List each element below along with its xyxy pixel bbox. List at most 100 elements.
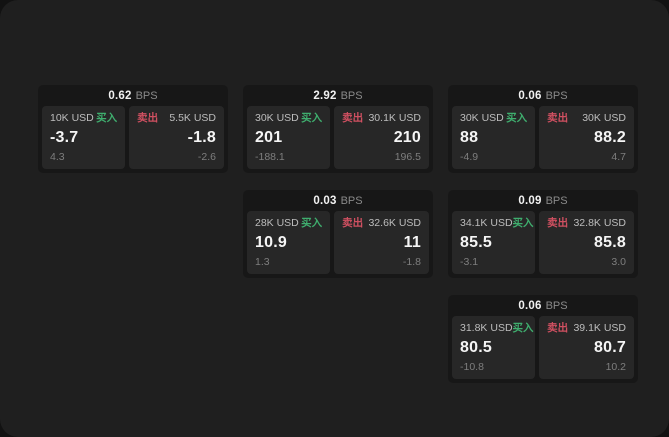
bps-unit-label: BPS — [135, 89, 158, 102]
buy-change: -4.9 — [460, 151, 479, 163]
quote-card: 0.62 BPS 10K USD 买入 -3.7 4.3 卖出 5.5K USD — [38, 85, 228, 173]
buy-amount: 30K USD — [460, 112, 504, 124]
bps-value: 0.06 — [518, 299, 542, 312]
quote-card: 2.92 BPS 30K USD 买入 201 -188.1 卖出 30.1K … — [243, 85, 433, 173]
buy-price: 201 — [255, 129, 283, 146]
sell-panel-header: 卖出 39.1K USD — [547, 323, 626, 334]
sell-quote-panel[interactable]: 卖出 5.5K USD -1.8 -2.6 — [129, 106, 224, 169]
buy-panel-header: 31.8K USD 买入 — [460, 322, 534, 334]
buy-quote-panel[interactable]: 28K USD 买入 10.9 1.3 — [247, 211, 331, 274]
buy-price: 85.5 — [460, 234, 492, 251]
buy-side-label: 买入 — [506, 112, 528, 124]
quote-panels: 34.1K USD 买入 85.5 -3.1 卖出 32.8K USD 85.8… — [452, 211, 634, 274]
quote-card-grid: 0.62 BPS 10K USD 买入 -3.7 4.3 卖出 5.5K USD — [38, 85, 638, 383]
buy-amount: 31.8K USD — [460, 322, 513, 334]
sell-amount: 32.6K USD — [368, 217, 421, 229]
sell-change: -2.6 — [197, 151, 216, 163]
buy-side-label: 买入 — [301, 217, 323, 229]
quote-panels: 30K USD 买入 88 -4.9 卖出 30K USD 88.2 4.7 — [452, 106, 634, 169]
buy-quote-panel[interactable]: 34.1K USD 买入 85.5 -3.1 — [452, 211, 536, 274]
sell-amount: 32.8K USD — [573, 217, 626, 229]
bps-value: 2.92 — [313, 89, 337, 102]
buy-amount: 28K USD — [255, 217, 299, 229]
buy-price: 10.9 — [255, 234, 287, 251]
buy-side-label: 买入 — [512, 322, 534, 334]
buy-price: 80.5 — [460, 339, 492, 356]
buy-change: 1.3 — [255, 256, 270, 268]
buy-change: -10.8 — [460, 361, 484, 373]
buy-price: -3.7 — [50, 129, 79, 146]
buy-side-label: 买入 — [512, 217, 534, 229]
sell-change: 10.2 — [605, 361, 626, 373]
buy-quote-panel[interactable]: 30K USD 买入 88 -4.9 — [452, 106, 536, 169]
buy-quote-panel[interactable]: 10K USD 买入 -3.7 4.3 — [42, 106, 126, 169]
buy-change: -188.1 — [255, 151, 285, 163]
buy-amount: 34.1K USD — [460, 217, 513, 229]
bps-unit-label: BPS — [340, 194, 363, 207]
card-header: 2.92 BPS — [247, 85, 429, 106]
buy-change: 4.3 — [50, 151, 65, 163]
sell-price: 85.8 — [594, 234, 626, 251]
card-header: 0.03 BPS — [247, 190, 429, 211]
quote-panels: 31.8K USD 买入 80.5 -10.8 卖出 39.1K USD 80.… — [452, 316, 634, 379]
buy-panel-header: 30K USD 买入 — [255, 113, 322, 124]
sell-panel-header: 卖出 32.6K USD — [342, 218, 421, 229]
sell-amount: 39.1K USD — [573, 322, 626, 334]
sell-side-label: 卖出 — [547, 217, 569, 229]
card-header: 0.62 BPS — [42, 85, 224, 106]
card-header: 0.09 BPS — [452, 190, 634, 211]
buy-panel-header: 28K USD 买入 — [255, 218, 322, 229]
buy-panel-header: 34.1K USD 买入 — [460, 217, 534, 229]
sell-quote-panel[interactable]: 卖出 30K USD 88.2 4.7 — [539, 106, 634, 169]
sell-panel-header: 卖出 30K USD — [547, 113, 626, 124]
quote-panels: 28K USD 买入 10.9 1.3 卖出 32.6K USD 11 -1.8 — [247, 211, 429, 274]
bps-unit-label: BPS — [545, 299, 568, 312]
sell-price: 88.2 — [594, 129, 626, 146]
sell-panel-header: 卖出 30.1K USD — [342, 113, 421, 124]
sell-change: 4.7 — [611, 151, 626, 163]
quote-panels: 30K USD 买入 201 -188.1 卖出 30.1K USD 210 1… — [247, 106, 429, 169]
sell-quote-panel[interactable]: 卖出 39.1K USD 80.7 10.2 — [539, 316, 634, 379]
sell-price: 80.7 — [594, 339, 626, 356]
bps-unit-label: BPS — [545, 194, 568, 207]
bps-value: 0.09 — [518, 194, 542, 207]
bps-value: 0.06 — [518, 89, 542, 102]
sell-price: -1.8 — [187, 129, 216, 146]
sell-side-label: 卖出 — [137, 112, 159, 124]
buy-price: 88 — [460, 129, 479, 146]
card-header: 0.06 BPS — [452, 85, 634, 106]
sell-change: -1.8 — [402, 256, 421, 268]
sell-side-label: 卖出 — [547, 322, 569, 334]
buy-change: -3.1 — [460, 256, 479, 268]
buy-panel-header: 30K USD 买入 — [460, 113, 527, 124]
bps-value: 0.62 — [108, 89, 132, 102]
quote-card: 0.06 BPS 31.8K USD 买入 80.5 -10.8 卖出 39.1… — [448, 295, 638, 383]
bps-unit-label: BPS — [340, 89, 363, 102]
sell-quote-panel[interactable]: 卖出 32.8K USD 85.8 3.0 — [539, 211, 634, 274]
sell-price: 210 — [393, 129, 421, 146]
sell-amount: 30K USD — [582, 112, 626, 124]
sell-panel-header: 卖出 5.5K USD — [137, 113, 216, 124]
sell-quote-panel[interactable]: 卖出 30.1K USD 210 196.5 — [334, 106, 429, 169]
quote-panels: 10K USD 买入 -3.7 4.3 卖出 5.5K USD -1.8 -2.… — [42, 106, 224, 169]
sell-side-label: 卖出 — [547, 112, 569, 124]
sell-side-label: 卖出 — [342, 112, 364, 124]
buy-quote-panel[interactable]: 31.8K USD 买入 80.5 -10.8 — [452, 316, 536, 379]
buy-side-label: 买入 — [96, 112, 118, 124]
sell-amount: 30.1K USD — [368, 112, 421, 124]
sell-change: 3.0 — [611, 256, 626, 268]
sell-price: 11 — [403, 234, 421, 251]
bps-value: 0.03 — [313, 194, 337, 207]
buy-quote-panel[interactable]: 30K USD 买入 201 -188.1 — [247, 106, 331, 169]
quote-card: 0.03 BPS 28K USD 买入 10.9 1.3 卖出 32.6K US… — [243, 190, 433, 278]
sell-panel-header: 卖出 32.8K USD — [547, 218, 626, 229]
card-header: 0.06 BPS — [452, 295, 634, 316]
sell-quote-panel[interactable]: 卖出 32.6K USD 11 -1.8 — [334, 211, 429, 274]
bps-unit-label: BPS — [545, 89, 568, 102]
buy-panel-header: 10K USD 买入 — [50, 113, 117, 124]
quote-card: 0.09 BPS 34.1K USD 买入 85.5 -3.1 卖出 32.8K… — [448, 190, 638, 278]
quote-card: 0.06 BPS 30K USD 买入 88 -4.9 卖出 30K USD — [448, 85, 638, 173]
sell-amount: 5.5K USD — [169, 112, 216, 124]
buy-amount: 30K USD — [255, 112, 299, 124]
